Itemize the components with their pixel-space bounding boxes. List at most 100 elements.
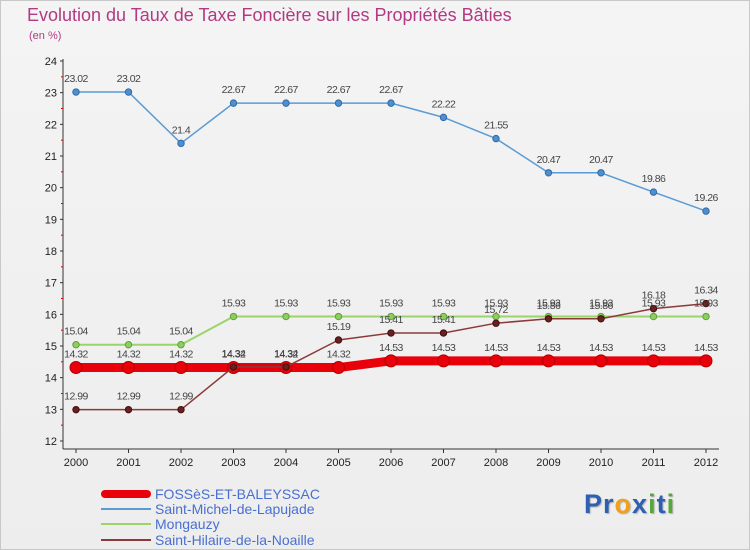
series-0-data-label: 14.53 (432, 342, 456, 354)
y-tick-label: 23 (45, 88, 57, 100)
series-3-data-label: 15.72 (484, 304, 508, 316)
y-tick-label: 12 (45, 436, 57, 448)
series-3-point (334, 336, 343, 344)
y-unit-label: (en %) (29, 30, 62, 42)
series-2-point (72, 341, 80, 349)
y-tick-label: 13 (45, 404, 57, 416)
x-tick-label: 2007 (431, 457, 455, 469)
series-0-data-label: 14.32 (222, 349, 246, 361)
legend-item-3: Saint-Hilaire-de-la-Noaille (101, 532, 315, 548)
legend-item-2: Mongauzy (101, 516, 220, 532)
legend-label-3: Saint-Hilaire-de-la-Noaille (155, 532, 315, 548)
series-2-point (229, 312, 238, 321)
series-1-data-label: 22.67 (222, 84, 246, 96)
series-0-point (647, 354, 660, 368)
x-tick-label: 2006 (379, 457, 403, 469)
series-2-point (439, 312, 448, 321)
y-tick-label: 18 (45, 246, 57, 258)
series-0-data-label: 14.32 (117, 349, 141, 361)
series-3-point (597, 315, 605, 323)
series-1-point (702, 207, 710, 215)
series-2-data-label: 15.93 (694, 298, 718, 310)
series-1-data-label: 23.02 (64, 73, 88, 85)
series-2-data-label: 15.93 (642, 298, 666, 310)
series-3-point (282, 363, 290, 371)
series-3-point (702, 299, 710, 308)
series-3-data-label: 14.34 (222, 348, 246, 360)
series-0-data-label: 14.32 (169, 349, 193, 361)
series-3-point (72, 405, 80, 414)
series-0-point (332, 361, 345, 375)
series-2-data-label: 15.93 (537, 298, 561, 310)
series-3-data-label: 12.99 (117, 391, 141, 403)
series-1-point (334, 99, 343, 107)
x-tick-label: 2002 (169, 457, 193, 469)
series-2-data-label: 15.93 (379, 298, 403, 310)
y-tick-label: 17 (45, 278, 57, 290)
x-tick-label: 2004 (274, 457, 298, 469)
series-0-point (437, 354, 450, 368)
series-3-point (439, 329, 448, 337)
series-2-data-label: 15.93 (589, 298, 613, 310)
x-tick-label: 2005 (326, 457, 350, 469)
series-1-data-label: 22.67 (274, 84, 298, 96)
series-1-data-label: 22.67 (327, 84, 351, 96)
series-1-data-label: 21.4 (172, 124, 191, 136)
logo-letter: x (632, 489, 649, 519)
series-2-data-label: 15.04 (169, 326, 193, 338)
y-tick-label: 24 (45, 56, 57, 68)
proxiti-logo: Proxiti (584, 489, 675, 520)
x-tick-label: 2008 (484, 457, 508, 469)
series-0-point (69, 361, 83, 375)
series-0-point (542, 354, 555, 368)
series-3-point (387, 329, 395, 337)
series-0-data-label: 14.53 (484, 342, 508, 354)
series-2-point (177, 341, 185, 349)
series-3-data-label: 14.34 (274, 348, 298, 360)
series-3-point (544, 315, 553, 323)
axes: 12 13 14 15 16 17 18 19 20 21 22 23 24 2000 2001 2002 20… (45, 56, 719, 469)
x-tick-label: 2000 (64, 457, 88, 469)
series-3-point (649, 304, 658, 313)
logo-letter: o (614, 489, 633, 519)
series-0-data-label: 14.32 (64, 349, 88, 361)
legend-item-0: FOSSèS-ET-BALEYSSAC (101, 486, 320, 502)
series-1-point (124, 88, 133, 96)
series-0-point (489, 354, 503, 368)
series-2-point (702, 312, 710, 321)
y-tick-label: 20 (45, 183, 57, 195)
y-tick-label: 16 (45, 309, 57, 321)
series-2-point (124, 341, 133, 349)
legend-swatch-2 (101, 523, 151, 525)
logo-letter: t (656, 489, 667, 519)
series-2-point (387, 312, 395, 321)
legend-label-0: FOSSèS-ET-BALEYSSAC (155, 486, 320, 502)
series-1-point (229, 99, 238, 107)
x-tick-label: 2011 (642, 457, 666, 469)
series-3-point (229, 363, 238, 371)
x-tick-label: 2012 (694, 457, 718, 469)
legend-swatch-0 (101, 490, 151, 498)
series-1-data-label: 19.86 (642, 173, 666, 185)
data-labels-layer: 14.32 14.32 14.32 14.32 14.32 14.32 14.53 14.53… (64, 73, 719, 403)
logo-letter: P (584, 489, 604, 519)
series-2-data-label: 15.04 (117, 326, 141, 338)
series-1-point (439, 113, 448, 122)
legend-item-1: Saint-Michel-de-Lapujade (101, 501, 315, 517)
x-tick-label: 2009 (536, 457, 560, 469)
series-2-data-label: 15.93 (274, 298, 298, 310)
series-1-point (177, 139, 185, 148)
y-tick-label: 22 (45, 119, 57, 131)
series-1-data-label: 22.67 (379, 84, 403, 96)
series-3-data-label: 12.99 (169, 391, 193, 403)
series-0-data-label: 14.53 (642, 342, 666, 354)
series-1-data-label: 20.47 (537, 154, 561, 166)
series-2-point (334, 312, 343, 321)
logo-letter: i (666, 489, 676, 519)
series-2-data-label: 15.93 (327, 298, 351, 310)
series-2-point (649, 312, 658, 321)
series-0-data-label: 14.53 (589, 342, 613, 354)
series-1-data-label: 20.47 (589, 154, 613, 166)
